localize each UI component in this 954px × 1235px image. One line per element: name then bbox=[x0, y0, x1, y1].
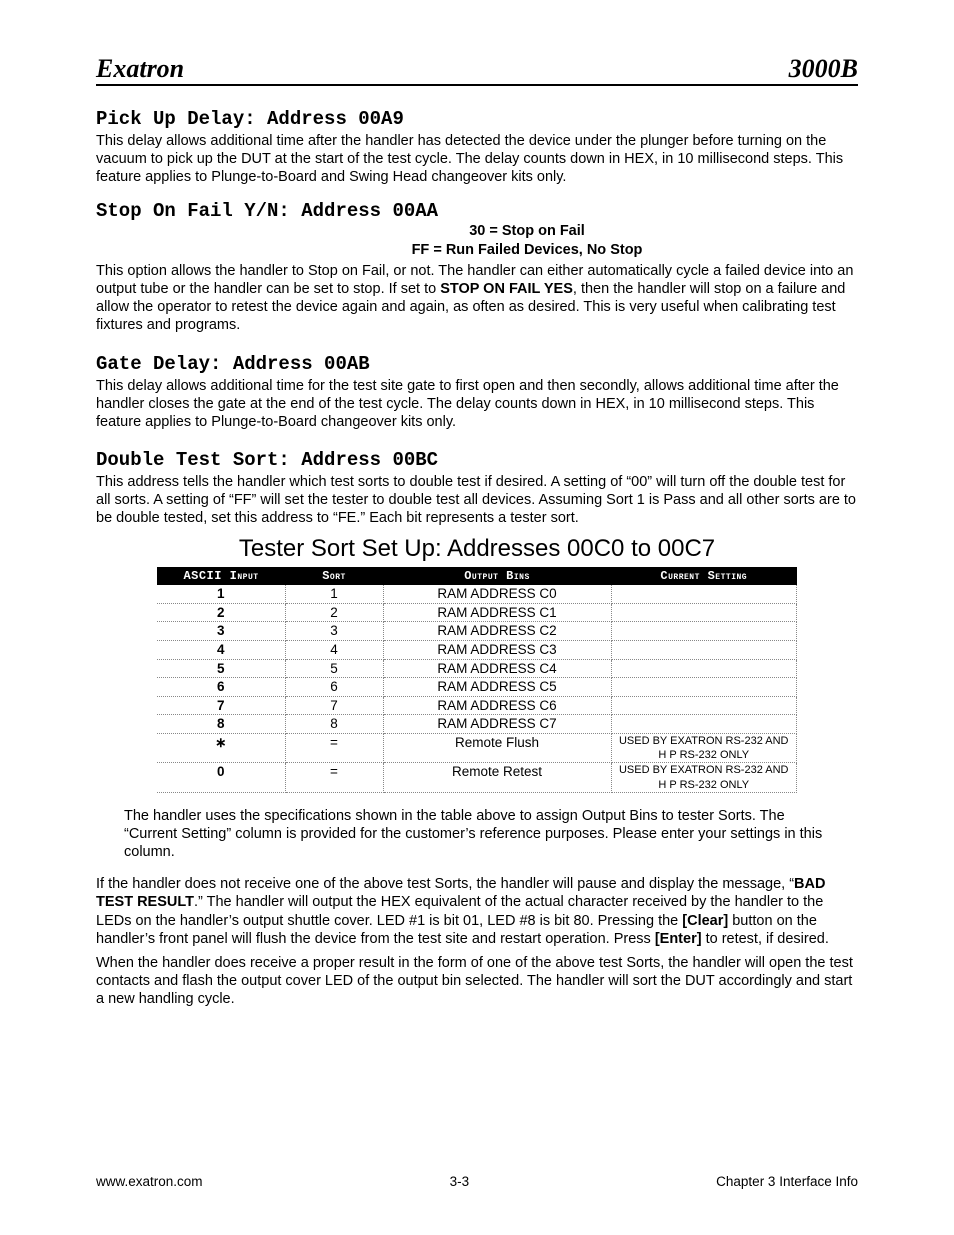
cell-output-bins: RAM ADDRESS C6 bbox=[383, 696, 611, 715]
cell-sort: 5 bbox=[285, 659, 383, 678]
table-row: 66RAM ADDRESS C5 bbox=[157, 678, 797, 697]
cell-current-setting bbox=[611, 659, 797, 678]
cell-sort: = bbox=[285, 733, 383, 763]
cell-current-setting bbox=[611, 696, 797, 715]
th-ascii-input: ASCII Input bbox=[157, 567, 285, 585]
cell-ascii: 6 bbox=[157, 678, 285, 697]
header-brand: Exatron bbox=[96, 54, 184, 84]
text: to retest, if desired. bbox=[702, 931, 829, 947]
cell-current-setting bbox=[611, 585, 797, 603]
document-page: Exatron 3000B Pick Up Delay: Address 00A… bbox=[0, 0, 954, 1235]
bold-clear: [Clear] bbox=[682, 913, 728, 929]
table-row: 22RAM ADDRESS C1 bbox=[157, 603, 797, 622]
cell-current-setting bbox=[611, 622, 797, 641]
cell-ascii: 0 bbox=[157, 763, 285, 793]
table-row: 33RAM ADDRESS C2 bbox=[157, 622, 797, 641]
cell-current-setting bbox=[611, 715, 797, 734]
cell-sort: 3 bbox=[285, 622, 383, 641]
para-stop-on-fail: This option allows the handler to Stop o… bbox=[96, 262, 858, 335]
para-pickup-delay: This delay allows additional time after … bbox=[96, 132, 858, 186]
cell-sort: 1 bbox=[285, 585, 383, 603]
cell-ascii: 3 bbox=[157, 622, 285, 641]
heading-pickup-delay: Pick Up Delay: Address 00A9 bbox=[96, 108, 858, 130]
cell-output-bins: RAM ADDRESS C5 bbox=[383, 678, 611, 697]
text-all: all bbox=[464, 492, 479, 508]
cell-ascii: 2 bbox=[157, 603, 285, 622]
table-title: Tester Sort Set Up: Addresses 00C0 to 00… bbox=[96, 535, 858, 563]
text-off: off bbox=[709, 474, 725, 490]
footer-page-number: 3-3 bbox=[450, 1174, 470, 1189]
para-double-test-sort: This address tells the handler which tes… bbox=[96, 473, 858, 527]
bold-enter: [Enter] bbox=[655, 931, 702, 947]
para-gate-delay: This delay allows additional time for th… bbox=[96, 377, 858, 431]
footer-url: www.exatron.com bbox=[96, 1174, 203, 1189]
cell-sort: 2 bbox=[285, 603, 383, 622]
th-output-bins: Output Bins bbox=[383, 567, 611, 585]
cell-ascii: 5 bbox=[157, 659, 285, 678]
cell-current-setting: USED BY EXATRON RS-232 AND H P RS-232 ON… bbox=[611, 763, 797, 793]
table-note: The handler uses the specifications show… bbox=[124, 807, 838, 861]
table-row: 11RAM ADDRESS C0 bbox=[157, 585, 797, 603]
cell-ascii: 4 bbox=[157, 640, 285, 659]
cell-sort: 8 bbox=[285, 715, 383, 734]
cell-sort: 4 bbox=[285, 640, 383, 659]
tester-sort-table: ASCII Input Sort Output Bins Current Set… bbox=[157, 567, 797, 793]
stop-on-fail-opt-ff: FF = Run Failed Devices, No Stop bbox=[196, 241, 858, 260]
cell-current-setting bbox=[611, 678, 797, 697]
cell-output-bins: RAM ADDRESS C0 bbox=[383, 585, 611, 603]
cell-current-setting bbox=[611, 640, 797, 659]
heading-gate-delay: Gate Delay: Address 00AB bbox=[96, 353, 858, 375]
cell-ascii: 8 bbox=[157, 715, 285, 734]
para-bad-test-result: If the handler does not receive one of t… bbox=[96, 875, 858, 948]
cell-ascii: ∗ bbox=[157, 733, 285, 763]
cell-output-bins: RAM ADDRESS C2 bbox=[383, 622, 611, 641]
cell-sort: = bbox=[285, 763, 383, 793]
th-current-setting: Current Setting bbox=[611, 567, 797, 585]
cell-output-bins: RAM ADDRESS C7 bbox=[383, 715, 611, 734]
cell-output-bins: RAM ADDRESS C1 bbox=[383, 603, 611, 622]
cell-current-setting bbox=[611, 603, 797, 622]
cell-output-bins: Remote Retest bbox=[383, 763, 611, 793]
cell-ascii: 1 bbox=[157, 585, 285, 603]
cell-output-bins: RAM ADDRESS C4 bbox=[383, 659, 611, 678]
para-proper-result: When the handler does receive a proper r… bbox=[96, 954, 858, 1008]
text: If the handler does not receive one of t… bbox=[96, 876, 794, 892]
cell-current-setting: USED BY EXATRON RS-232 AND H P RS-232 ON… bbox=[611, 733, 797, 763]
table-row: 0=Remote RetestUSED BY EXATRON RS-232 AN… bbox=[157, 763, 797, 793]
cell-output-bins: Remote Flush bbox=[383, 733, 611, 763]
cell-ascii: 7 bbox=[157, 696, 285, 715]
page-header: Exatron 3000B bbox=[96, 54, 858, 86]
table-row: 77RAM ADDRESS C6 bbox=[157, 696, 797, 715]
table-body: 11RAM ADDRESS C022RAM ADDRESS C133RAM AD… bbox=[157, 585, 797, 792]
table-row: 55RAM ADDRESS C4 bbox=[157, 659, 797, 678]
heading-double-test-sort: Double Test Sort: Address 00BC bbox=[96, 449, 858, 471]
table-row: 88RAM ADDRESS C7 bbox=[157, 715, 797, 734]
footer-chapter: Chapter 3 Interface Info bbox=[716, 1174, 858, 1189]
cell-sort: 6 bbox=[285, 678, 383, 697]
stop-on-fail-options: 30 = Stop on Fail FF = Run Failed Device… bbox=[196, 222, 858, 260]
table-row: 44RAM ADDRESS C3 bbox=[157, 640, 797, 659]
table-row: ∗=Remote FlushUSED BY EXATRON RS-232 AND… bbox=[157, 733, 797, 763]
cell-sort: 7 bbox=[285, 696, 383, 715]
cell-output-bins: RAM ADDRESS C3 bbox=[383, 640, 611, 659]
table-header-row: ASCII Input Sort Output Bins Current Set… bbox=[157, 567, 797, 585]
th-sort: Sort bbox=[285, 567, 383, 585]
heading-stop-on-fail: Stop On Fail Y/N: Address 00AA bbox=[96, 200, 858, 222]
page-footer: www.exatron.com 3-3 Chapter 3 Interface … bbox=[96, 1174, 858, 1189]
header-model: 3000B bbox=[789, 54, 858, 84]
text: This address tells the handler which tes… bbox=[96, 474, 709, 490]
stop-on-fail-opt-30: 30 = Stop on Fail bbox=[196, 222, 858, 241]
bold-stop-on-fail-yes: STOP ON FAIL YES bbox=[440, 281, 573, 297]
